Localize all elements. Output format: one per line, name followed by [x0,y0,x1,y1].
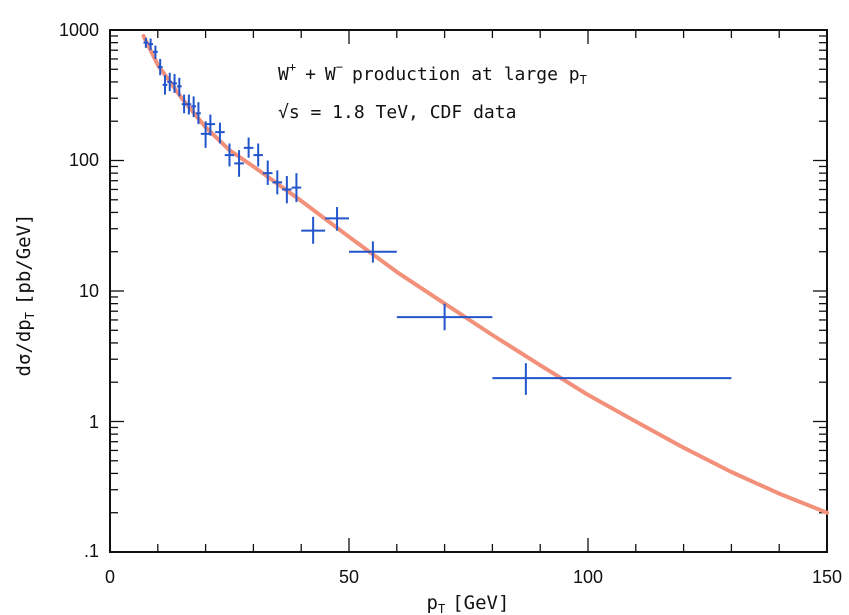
data-point [167,72,173,92]
anno-w2: W [325,64,336,85]
data-point [253,143,263,167]
data-point [262,160,273,185]
axis-ticks [109,30,828,553]
anno-w1: W [278,64,289,85]
y-axis-label-main: dσ/dp [13,319,35,376]
data-point [301,216,326,244]
data-point [172,74,177,93]
y-axis-label-sub: T [23,312,37,319]
data-point [200,121,211,148]
data-point [243,137,254,158]
data-point [272,170,283,195]
y-axis-label-unit: [pb/GeV] [13,214,35,306]
y-tick-label-1000: 1000 [59,20,99,40]
x-axis-label: pT [GeV] [427,592,510,615]
data-point [492,363,732,395]
anno-plus: + [305,64,316,85]
anno-w1-sup: + [289,60,296,74]
x-axis-label-main: p [427,592,438,614]
data-point [148,38,154,51]
anno-w2-sup: − [336,60,343,74]
x-tick-label-150: 150 [812,567,842,587]
data-point [282,176,292,204]
data-point [291,173,302,203]
data-points [143,37,732,395]
x-axis-label-sub: T [438,602,445,615]
data-point [396,303,493,331]
data-point [224,143,235,167]
data-point [143,37,149,48]
data-point [205,114,216,136]
data-point [176,77,182,97]
annotation-line-1: W+ + W− production at large pT [278,60,587,87]
theory-curve-line [141,34,829,515]
anno-rest: production at large p [352,64,580,85]
data-point [157,58,163,76]
theory-curve [141,34,829,515]
x-tick-label-100: 100 [573,567,603,587]
x-tick-label-50: 50 [339,567,359,587]
data-point [349,241,397,263]
anno-rest-sub: T [580,73,587,87]
x-axis-label-unit: [GeV] [452,592,509,614]
y-axis-label: dσ/dpT [pb/GeV] [13,214,37,377]
y-tick-label-100: 100 [69,150,99,170]
x-tick-label-0: 0 [105,567,115,587]
data-point [162,75,168,95]
data-point [196,102,201,125]
data-point [186,94,192,115]
data-point [191,96,197,118]
y-tick-label-0.1: .1 [84,541,99,561]
data-point [181,94,187,114]
data-point [325,207,349,231]
data-point [215,122,225,144]
y-tick-label-10: 10 [79,281,99,301]
y-tick-label-1: 1 [89,412,99,432]
data-point [153,45,158,59]
data-point [234,150,244,177]
annotation-line-2: √s = 1.8 TeV, CDF data [278,102,516,123]
